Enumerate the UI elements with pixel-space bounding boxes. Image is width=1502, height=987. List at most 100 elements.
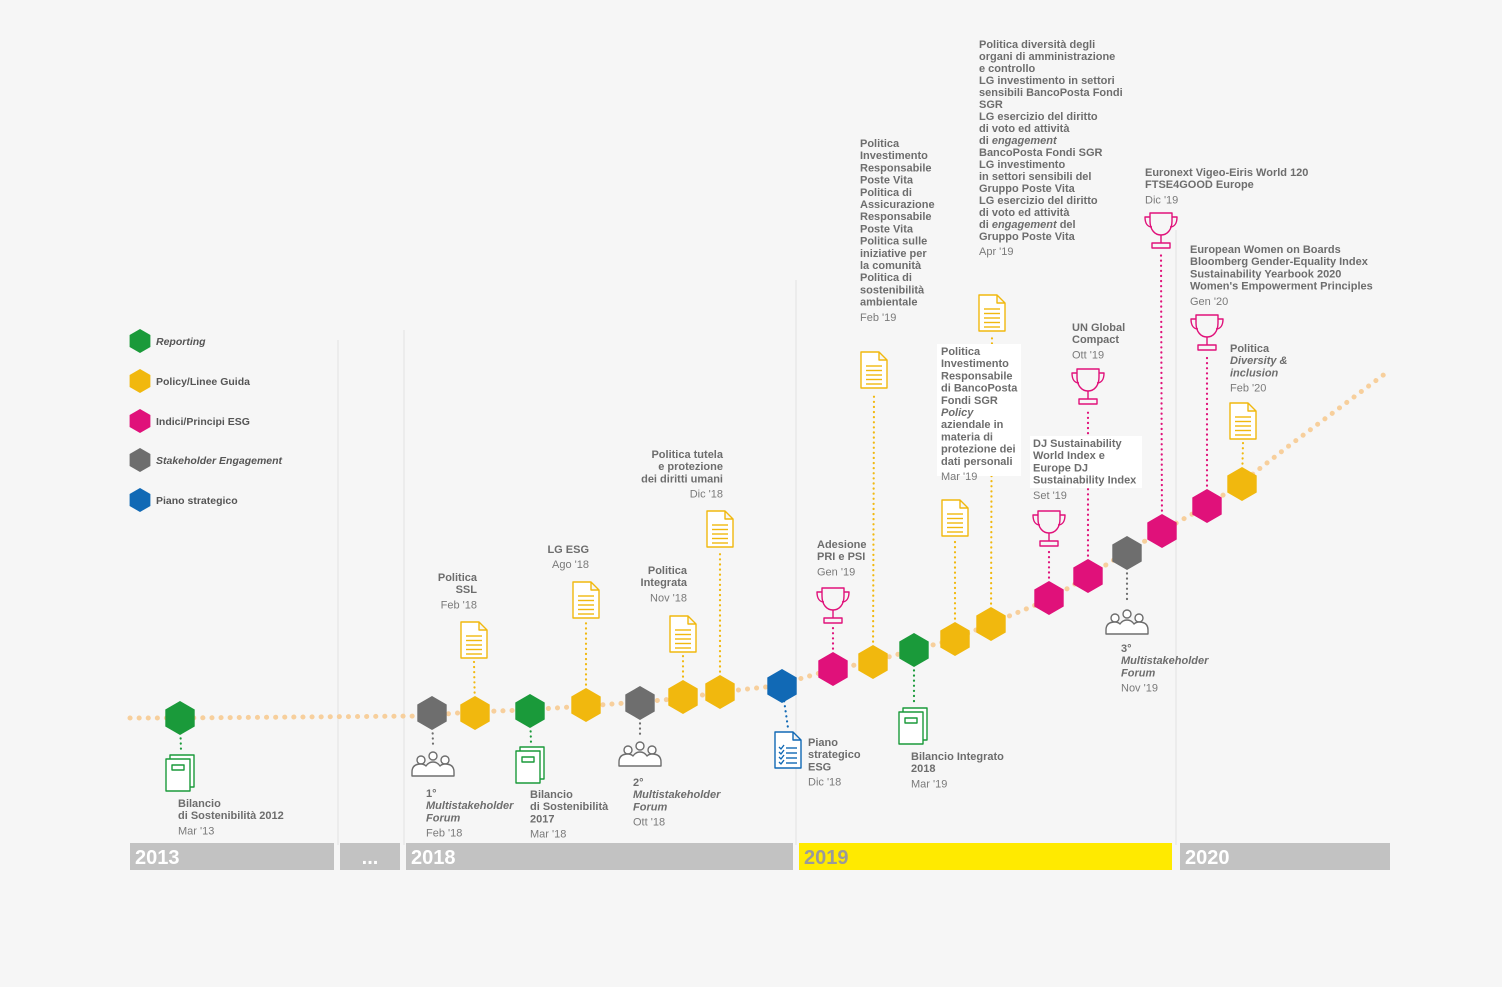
event-label: Politica Investimento Responsabile Poste Vi…	[860, 138, 935, 324]
event-hexagon-piano-strategico	[767, 669, 797, 703]
event-connector	[780, 684, 790, 730]
event-date: Dic '18	[808, 777, 841, 789]
year-label: ...	[362, 847, 379, 869]
legend-item: Stakeholder Engagement	[129, 448, 283, 472]
legend-hexagon-icon	[129, 369, 151, 393]
document-icon	[978, 294, 1006, 332]
trophy-icon	[1144, 212, 1178, 249]
event-date: Mar '18	[530, 829, 566, 841]
event-hexagon-multistakeholder-3	[1112, 536, 1142, 570]
event-label: Politica tutela e protezione dei diritti u…	[641, 449, 724, 501]
event-label: DJ Sustainability World Index e Europe DJ S…	[1033, 438, 1137, 502]
trophy-icon	[1071, 368, 1105, 405]
legend-hexagon-icon	[129, 409, 151, 433]
event-hexagon-politica-integrata	[668, 680, 698, 714]
event-label: Piano strategico ESG Dic '18	[808, 737, 861, 789]
event-label: 1° Multistakeholder Forum Feb '18	[426, 788, 514, 840]
year-band	[799, 843, 1172, 870]
event-hexagon-politica-diversity	[1227, 467, 1257, 501]
event-hexagon-bilancio-2017	[515, 694, 545, 728]
svg-text:Euronext Vigeo-Eiris World 120: Euronext Vigeo-Eiris World 120 FTSE4GOOD …	[1145, 167, 1308, 191]
event-hexagon-bilancio-2012	[165, 701, 195, 735]
event-label: Euronext Vigeo-Eiris World 120 FTSE4GOOD …	[1145, 167, 1308, 206]
event-hexagon-politiche-mar19	[940, 622, 970, 656]
event-hexagon-lg-esg	[571, 688, 601, 722]
legend-label: Reporting	[156, 336, 206, 348]
event-label: Politica Integrata Nov '18	[641, 565, 688, 604]
event-date: Ott '18	[633, 817, 665, 829]
event-date: Gen '20	[1190, 296, 1228, 308]
year-band	[130, 843, 334, 870]
event-date: Feb '20	[1230, 383, 1266, 395]
event-connector	[472, 660, 477, 715]
year-label: 2018	[411, 847, 456, 869]
event-hexagon-politiche-feb19	[858, 645, 888, 679]
year-band	[1180, 843, 1390, 870]
legend-label: Stakeholder Engagement	[156, 455, 283, 467]
event-hexagon-euronext-ftse	[1147, 514, 1177, 548]
event-label: Politica SSL Feb '18	[438, 572, 478, 611]
event-hexagon-bilancio-2018	[899, 633, 929, 667]
event-date: Set '19	[1033, 490, 1067, 502]
document-icon	[706, 510, 734, 548]
document-icon	[669, 615, 697, 653]
event-date: Feb '18	[441, 599, 477, 611]
year-label: 2013	[135, 847, 180, 869]
legend-hexagon-icon	[129, 448, 151, 472]
event-hexagon-multistakeholder-2	[625, 686, 655, 720]
event-date: Gen '19	[817, 566, 855, 578]
legend-hexagon-icon	[129, 329, 151, 353]
document-icon	[1229, 402, 1257, 440]
event-hexagon-politica-ssl	[460, 696, 490, 730]
legend-label: Policy/Linee Guida	[156, 376, 250, 388]
svg-text:LG ESG: LG ESG	[547, 544, 589, 556]
event-label: 3° Multistakeholder Forum Nov '19	[1121, 643, 1209, 695]
event-label: LG ESG Ago '18	[547, 544, 589, 571]
event-connector	[1159, 250, 1164, 533]
event-date: Ago '18	[552, 559, 589, 571]
people-icon	[618, 741, 662, 767]
event-hexagon-dj-sustainability	[1034, 581, 1064, 615]
event-date: Nov '19	[1121, 683, 1158, 695]
legend-item: Reporting	[129, 329, 206, 353]
event-label: Bilancio di Sostenibilità 2012 Mar '13	[178, 798, 284, 837]
legend-item: Indici/Principi ESG	[129, 409, 250, 433]
event-date: Ott '19	[1072, 349, 1104, 361]
checklist-icon	[774, 731, 802, 769]
event-date: Mar '19	[911, 778, 947, 790]
event-label: Politica Investimento Responsabile di Banco…	[941, 346, 1018, 483]
trophy-icon	[1032, 510, 1066, 547]
trophy-icon	[1190, 314, 1224, 351]
event-hexagon-pri-psi	[818, 652, 848, 686]
event-date: Nov '18	[650, 592, 687, 604]
event-label: Politica diversità degli organi di ammini…	[979, 39, 1123, 258]
legend-item: Policy/Linee Guida	[129, 369, 250, 393]
book-icon	[898, 707, 928, 745]
document-icon	[941, 499, 969, 537]
document-icon	[572, 581, 600, 619]
label-backdrop	[937, 344, 1021, 476]
event-label: Bilancio Integrato 2018 Mar '19	[911, 751, 1004, 790]
event-label: Bilancio di Sostenibilità 2017 Mar '18	[530, 789, 609, 841]
book-icon	[515, 746, 545, 784]
event-hexagon-un-global-compact	[1073, 559, 1103, 593]
event-connector	[1240, 441, 1245, 486]
event-date: Feb '18	[426, 828, 462, 840]
event-label: 2° Multistakeholder Forum Ott '18	[633, 777, 721, 829]
